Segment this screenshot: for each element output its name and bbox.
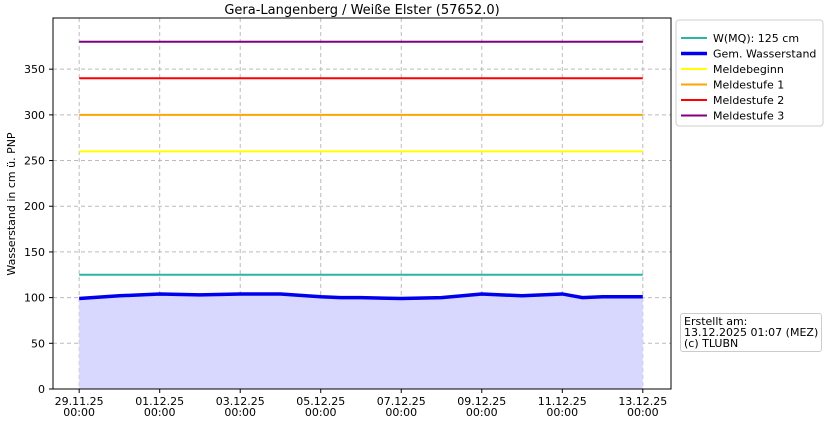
y-tick-label: 0 [38,383,45,396]
y-tick-label: 300 [24,109,45,122]
y-tick-label: 150 [24,246,45,259]
chart-title: Gera-Langenberg / Weiße Elster (57652.0) [224,3,499,18]
x-tick-label: 01.12.25 00:00 [135,395,185,419]
y-tick-label: 200 [24,200,45,213]
x-tick-label: 05.12.25 00:00 [296,395,346,419]
x-tick-label: 13.12.25 00:00 [618,395,668,419]
legend-label: Gem. Wasserstand [713,48,816,61]
legend-label: Meldestufe 2 [713,94,784,107]
legend-label: Meldebeginn [713,63,784,76]
legend-label: W(MQ): 125 cm [713,32,799,45]
x-tick-label: 03.12.25 00:00 [215,395,265,419]
y-tick-label: 50 [31,337,45,350]
legend-box [675,19,824,127]
x-tick-label: 11.12.25 00:00 [537,395,587,419]
area [79,293,643,389]
x-tick-label: 09.12.25 00:00 [457,395,507,419]
plot-frame [52,17,672,390]
y-tick-label: 250 [24,155,45,168]
y-tick-label: 350 [24,63,45,76]
line [79,292,643,301]
x-tick-label: 29.11.25 00:00 [54,395,104,419]
legend-label: Meldestufe 1 [713,79,784,92]
y-axis-label: Wasserstand in cm ü. PNP [5,132,18,276]
x-tick-label: 07.12.25 00:00 [376,395,426,419]
annotation: Erstellt am: 13.12.2025 01:07 (MEZ) (c) … [680,313,823,352]
y-tick-label: 100 [24,292,45,305]
legend-label: Meldestufe 3 [713,110,784,123]
